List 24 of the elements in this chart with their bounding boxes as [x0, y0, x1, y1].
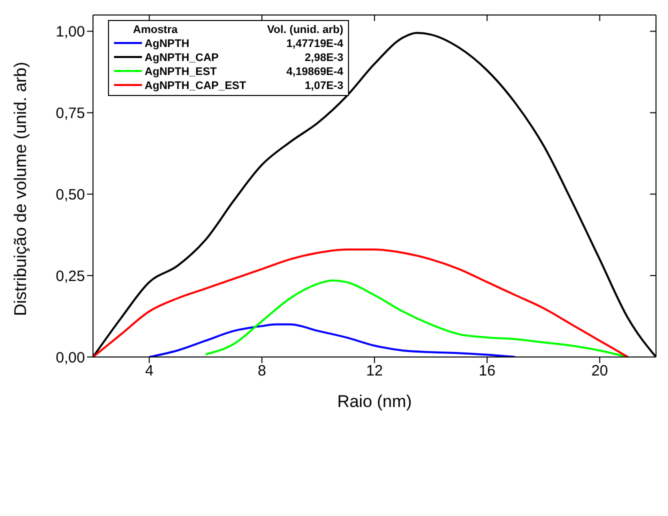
line-series: [148, 323, 516, 357]
y-tick-label: 1,00: [56, 24, 85, 41]
annotation: 1,47719E-4: [285, 37, 344, 51]
annotation: 2,98E-3: [304, 51, 344, 65]
legend-label: AgNPTH_EST: [144, 65, 218, 79]
x-tick-label: 12: [366, 362, 383, 380]
annotation: 1,07E-3: [304, 79, 344, 93]
x-tick-label: 8: [258, 362, 266, 380]
y-tick-label: 0,00: [56, 349, 85, 366]
y-tick-label: 0,50: [56, 186, 85, 204]
legend-label: AgNPTH_CAP: [144, 51, 220, 65]
line-series: [93, 248, 629, 357]
y-tick-label: 0,75: [56, 105, 85, 122]
legend-label: AgNPTH: [144, 37, 190, 51]
y-tick-label: 0,25: [56, 268, 85, 285]
annotation: 4,19869E-4: [285, 65, 344, 79]
x-axis-title: Raio (nm): [337, 392, 412, 411]
legend-label: AgNPTH_CAP_EST: [144, 79, 248, 93]
legend-title: Amostra: [132, 23, 179, 37]
x-tick-label: 4: [145, 362, 154, 380]
y-axis-title: Distribuição de volume (unid. arb): [11, 62, 30, 316]
annotation: Vol. (unid. arb): [266, 23, 344, 37]
x-tick-label: 20: [591, 362, 608, 380]
x-tick-label: 16: [478, 362, 496, 380]
